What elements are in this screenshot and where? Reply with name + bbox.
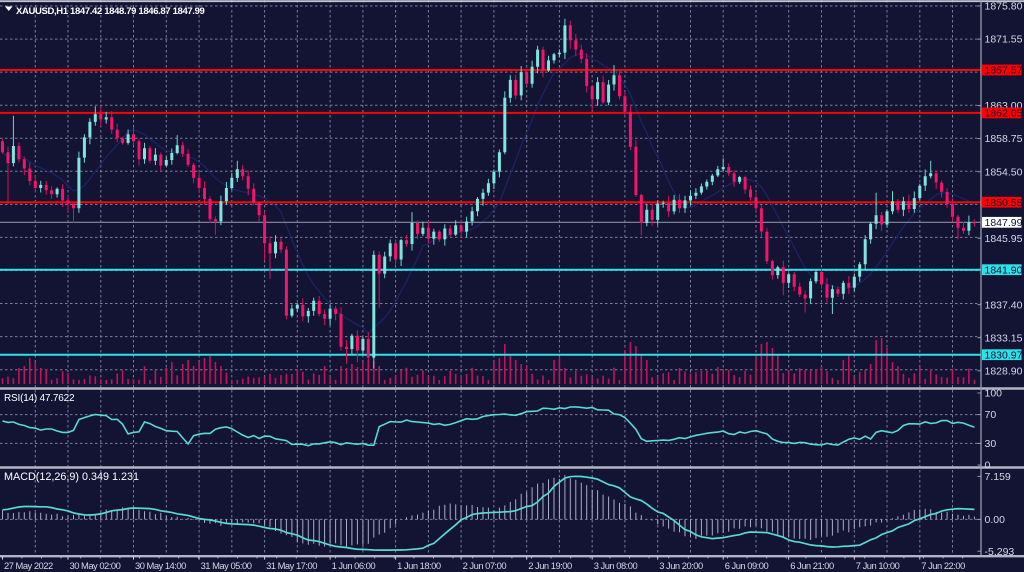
svg-text:2 Jun 19:00: 2 Jun 19:00: [528, 560, 572, 571]
svg-text:1854.50: 1854.50: [985, 166, 1023, 178]
svg-text:RSI(14) 47.7622: RSI(14) 47.7622: [4, 393, 75, 404]
svg-text:1830.97: 1830.97: [985, 349, 1023, 361]
svg-text:7.159: 7.159: [985, 471, 1011, 483]
svg-text:1875.80: 1875.80: [985, 1, 1023, 13]
svg-text:7 Jun 10:00: 7 Jun 10:00: [856, 560, 900, 571]
svg-text:1 Jun 18:00: 1 Jun 18:00: [397, 560, 441, 571]
svg-text:0: 0: [985, 460, 991, 472]
svg-text:6 Jun 09:00: 6 Jun 09:00: [725, 560, 769, 571]
svg-text:30 May 14:00: 30 May 14:00: [135, 560, 186, 571]
svg-text:1828.90: 1828.90: [985, 365, 1023, 377]
svg-text:30: 30: [985, 438, 997, 450]
svg-text:1833.15: 1833.15: [985, 332, 1023, 344]
svg-text:1862.05: 1862.05: [985, 108, 1023, 120]
svg-text:1850.58: 1850.58: [985, 197, 1023, 209]
svg-text:3 Jun 08:00: 3 Jun 08:00: [594, 560, 638, 571]
svg-text:7 Jun 22:00: 7 Jun 22:00: [921, 560, 965, 571]
svg-text:6 Jun 21:00: 6 Jun 21:00: [790, 560, 834, 571]
svg-text:30 May 02:00: 30 May 02:00: [70, 560, 121, 571]
svg-text:1847.99: 1847.99: [985, 217, 1023, 229]
svg-text:2 Jun 07:00: 2 Jun 07:00: [463, 560, 507, 571]
svg-text:XAUUSD,H1 1847.42 1848.79 184: XAUUSD,H1 1847.42 1848.79 1846.87 1847.9…: [16, 6, 205, 17]
svg-text:70: 70: [985, 409, 997, 421]
svg-text:1867.57: 1867.57: [985, 65, 1023, 77]
svg-text:1837.40: 1837.40: [985, 299, 1023, 311]
svg-text:27 May 2022: 27 May 2022: [4, 560, 53, 571]
svg-text:MACD(12,26,9) 0.349 1.231: MACD(12,26,9) 0.349 1.231: [4, 471, 139, 483]
svg-text:-5.293: -5.293: [985, 546, 1015, 558]
svg-text:31 May 17:00: 31 May 17:00: [266, 560, 317, 571]
svg-text:3 Jun 20:00: 3 Jun 20:00: [659, 560, 703, 571]
svg-text:31 May 05:00: 31 May 05:00: [201, 560, 252, 571]
svg-text:1871.55: 1871.55: [985, 34, 1023, 46]
svg-text:1845.95: 1845.95: [985, 233, 1023, 245]
svg-text:1841.90: 1841.90: [985, 264, 1023, 276]
svg-text:1 Jun 06:00: 1 Jun 06:00: [332, 560, 376, 571]
svg-text:100: 100: [985, 388, 1003, 400]
svg-text:1858.75: 1858.75: [985, 133, 1023, 145]
svg-text:0.00: 0.00: [985, 514, 1006, 526]
